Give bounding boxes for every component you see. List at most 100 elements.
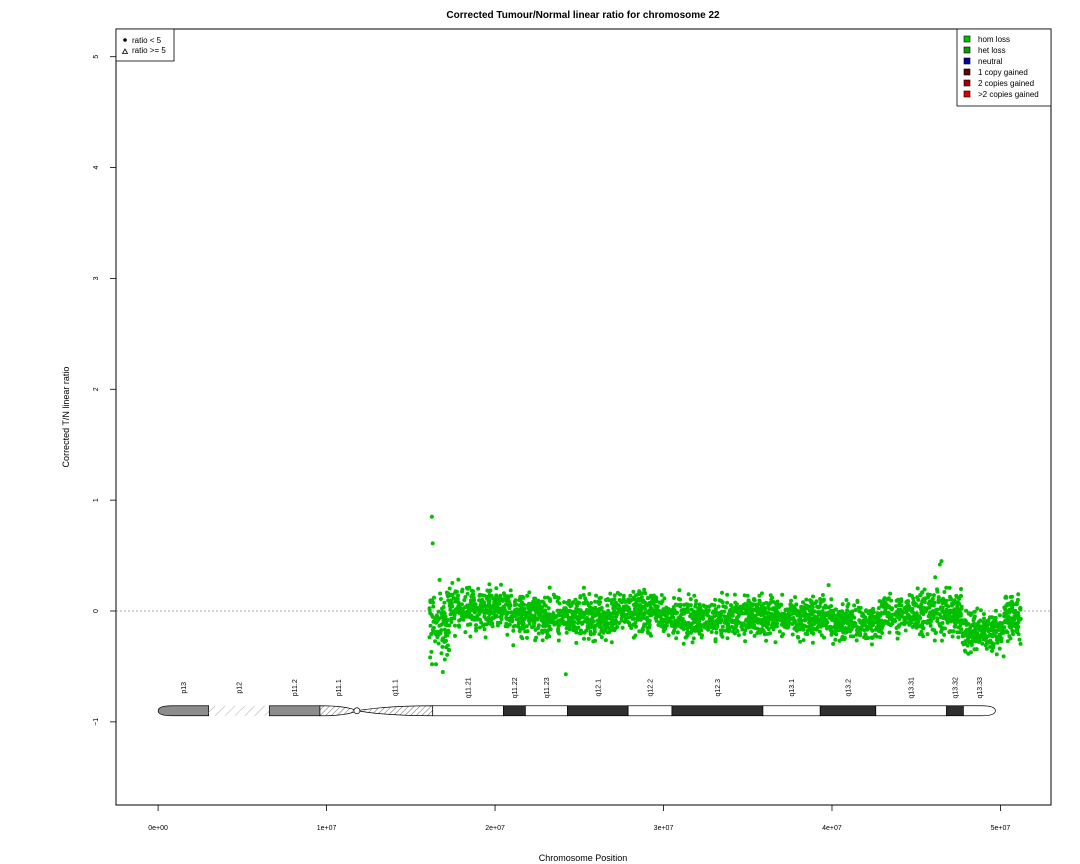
data-point (582, 636, 586, 641)
data-point (439, 628, 444, 633)
data-point (694, 598, 699, 603)
data-point (797, 624, 801, 629)
data-point (442, 657, 447, 662)
data-point (972, 609, 977, 614)
data-point (801, 600, 805, 605)
data-point (728, 607, 733, 612)
data-point (666, 607, 671, 611)
data-point (456, 577, 461, 582)
data-point (855, 625, 860, 629)
data-point (685, 607, 690, 612)
data-point (942, 590, 947, 594)
data-point (526, 618, 531, 623)
data-point (637, 629, 642, 634)
data-point (930, 596, 935, 601)
data-point (633, 610, 638, 615)
data-point (438, 591, 443, 596)
data-point (436, 609, 441, 614)
data-point (886, 622, 891, 626)
data-point (638, 605, 643, 610)
data-point (647, 602, 652, 607)
data-point (931, 593, 936, 598)
data-point (681, 607, 686, 612)
data-point (750, 603, 755, 608)
data-point (434, 620, 439, 625)
data-point (769, 623, 774, 628)
data-point (517, 629, 522, 633)
data-point (445, 593, 450, 597)
data-point (623, 600, 628, 604)
data-point (969, 643, 974, 647)
data-point (520, 636, 525, 641)
data-point (782, 624, 787, 629)
data-point (904, 609, 909, 613)
x-tick-label: 4e+07 (822, 825, 842, 832)
data-point (429, 612, 434, 617)
data-point (964, 639, 968, 644)
data-point (990, 641, 995, 646)
data-point (508, 588, 513, 593)
data-point (441, 636, 446, 641)
data-point (762, 632, 767, 637)
data-point (870, 623, 875, 628)
data-point (825, 612, 830, 617)
y-tick-label: 0 (93, 609, 100, 613)
data-point (1010, 604, 1014, 609)
data-point (912, 611, 917, 616)
data-point (440, 669, 445, 674)
data-point (959, 627, 964, 632)
data-point (456, 593, 460, 598)
data-point (744, 611, 749, 616)
legend-color-label: 1 copy gained (978, 68, 1028, 77)
data-point (1011, 609, 1015, 614)
data-point (659, 593, 664, 597)
data-point (840, 602, 845, 607)
data-point (567, 627, 572, 632)
data-point (677, 588, 682, 593)
data-point (446, 598, 451, 603)
data-point (483, 610, 488, 615)
data-point (725, 636, 730, 641)
data-point (950, 608, 955, 613)
data-point (554, 595, 559, 600)
data-point (925, 632, 930, 637)
data-point (440, 644, 445, 649)
data-point (570, 623, 575, 628)
data-point (802, 623, 807, 628)
data-point (916, 597, 921, 602)
data-point (803, 604, 808, 609)
data-point (779, 602, 784, 607)
data-point (765, 619, 770, 624)
data-point (642, 622, 647, 627)
data-point (799, 604, 804, 609)
data-point (807, 620, 812, 625)
data-point (626, 597, 631, 602)
data-point (627, 621, 632, 625)
data-point (692, 593, 697, 598)
data-point (870, 628, 875, 633)
data-point (599, 635, 604, 640)
data-point (648, 605, 653, 610)
data-point (756, 617, 761, 622)
data-point (895, 636, 900, 641)
data-point (721, 604, 726, 609)
data-point (547, 585, 552, 590)
data-point (766, 603, 771, 608)
data-point (921, 609, 926, 614)
data-point (833, 622, 838, 627)
data-point (951, 601, 956, 606)
band-q11.23 (525, 705, 568, 717)
data-point (505, 617, 509, 621)
data-point (476, 608, 481, 613)
data-point (781, 632, 786, 637)
data-point (926, 595, 930, 600)
data-point (685, 629, 690, 634)
data-point (647, 595, 652, 600)
x-tick-label: 2e+07 (485, 825, 505, 832)
data-point (748, 630, 753, 635)
data-point (427, 608, 432, 613)
data-point (771, 627, 776, 632)
data-point (862, 620, 867, 625)
data-point (1001, 654, 1006, 659)
x-axis-label: Chromosome Position (539, 853, 628, 863)
